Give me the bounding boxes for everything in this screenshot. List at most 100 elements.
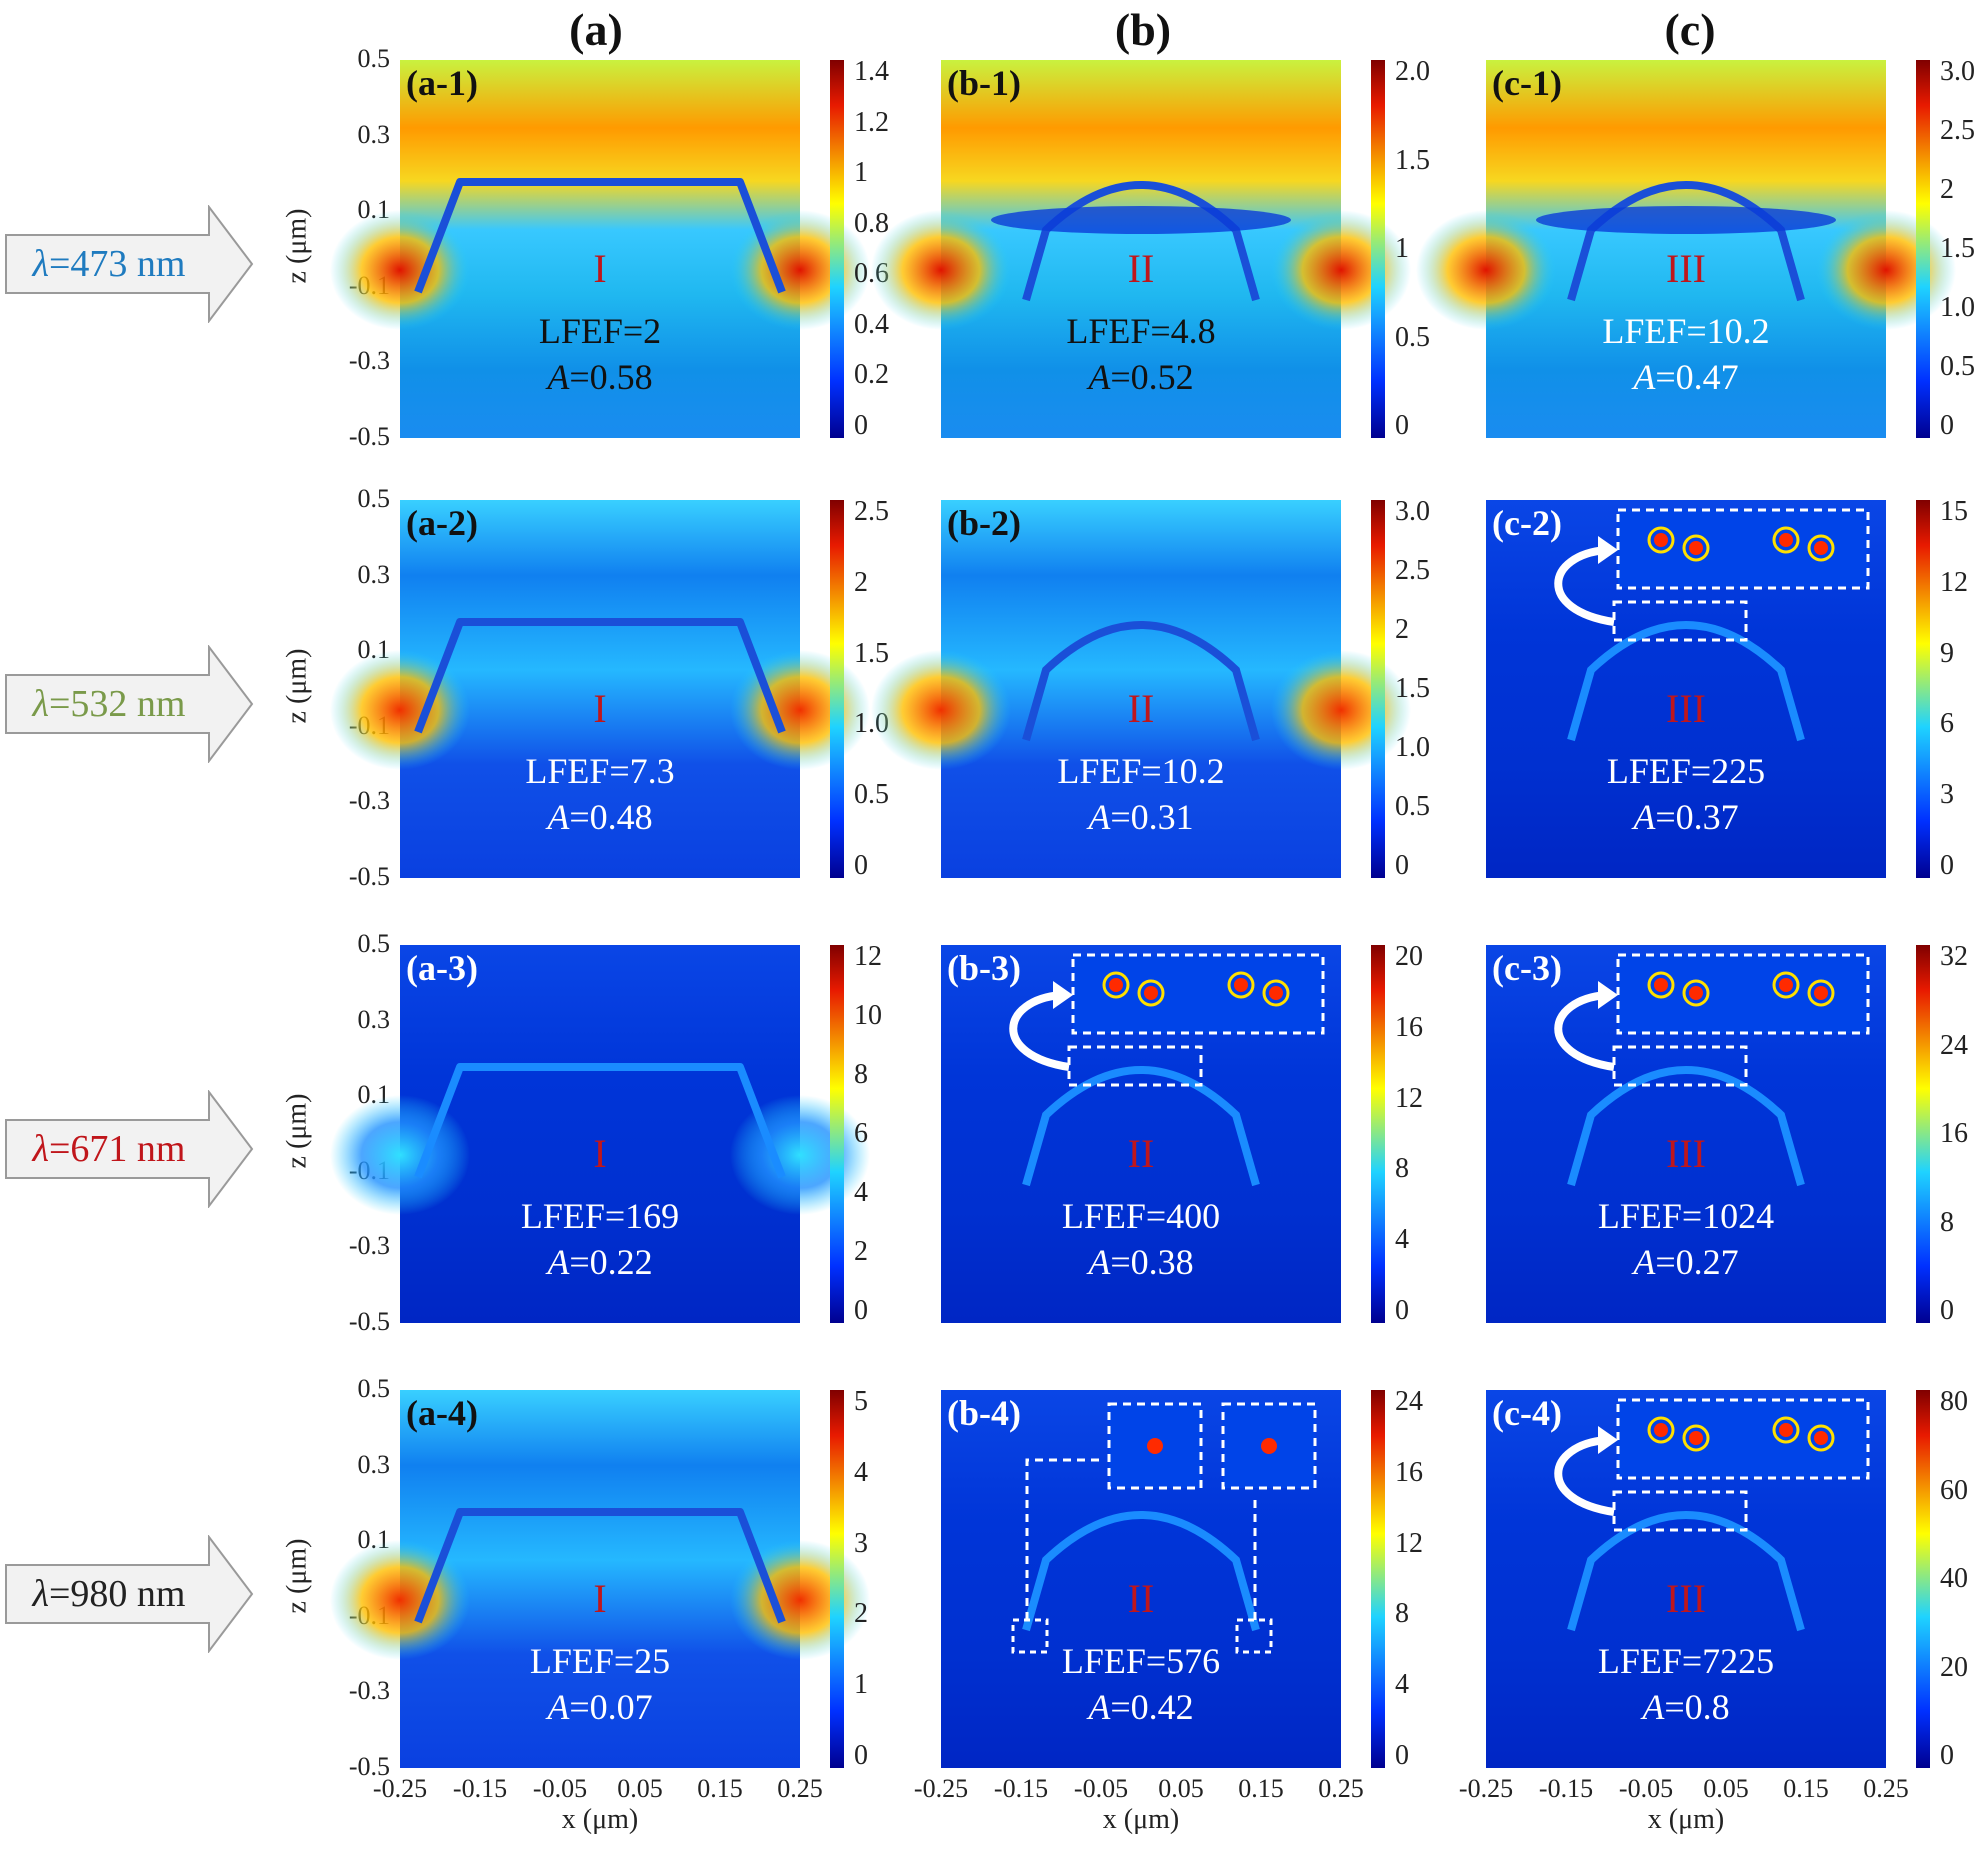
colorbar: [1371, 500, 1385, 878]
colorbar-tick: 1.2: [854, 106, 889, 138]
x-axis-label: x (μm): [1647, 1804, 1725, 1835]
colorbar-tick: 1.5: [1395, 673, 1430, 704]
absorption-number: =0.47: [1655, 357, 1739, 397]
absorption-value: A=0.27: [1536, 1241, 1836, 1283]
x-axis-label: x (μm): [1102, 1804, 1180, 1835]
colorbar-tick: 0: [1395, 850, 1409, 881]
y-axis-label: z (μm): [281, 1093, 313, 1169]
colorbar: [1371, 1390, 1385, 1768]
colorbar-tick: 60: [1940, 1474, 1968, 1506]
absorption-value: A=0.07: [450, 1686, 750, 1728]
colorbar-tick: 8: [1395, 1153, 1409, 1185]
colorbar-tick: 0.5: [1395, 791, 1430, 822]
colorbar-tick: 0: [1395, 410, 1409, 441]
colorbar-tick: 16: [1395, 1011, 1423, 1043]
region-label: I: [593, 246, 607, 291]
colorbar-tick: 8: [854, 1059, 868, 1090]
colorbar-tick: 1: [854, 157, 868, 189]
wavelength-label: λ=532 nm: [4, 645, 214, 763]
colorbar-tick: 4: [854, 1177, 868, 1208]
region-label: III: [1666, 246, 1706, 291]
colorbar: [830, 500, 844, 878]
region-label: I: [593, 686, 607, 731]
wavelength-label: λ=473 nm: [4, 205, 214, 323]
x-tick-label: 0.15: [697, 1774, 743, 1803]
field-map-panel-a-1: (a-1) I LFEF=2 A=0.58: [330, 60, 870, 438]
colorbar-tick: 2: [854, 566, 868, 598]
absorption-number: =0.22: [569, 1242, 653, 1282]
y-tick-label: 0.3: [357, 559, 391, 589]
colorbar-tick: 2: [854, 1236, 868, 1267]
colorbar-tick: 0: [1940, 850, 1954, 881]
colorbar-tick: 0: [1940, 1295, 1954, 1326]
absorption-symbol: A: [1088, 1687, 1111, 1727]
colorbar-tick: 10: [854, 1000, 882, 1031]
colorbar-tick: 3: [854, 1527, 868, 1559]
y-axis-label: z (μm): [281, 648, 313, 724]
lfef-value: LFEF=7225: [1597, 1641, 1775, 1681]
x-tick-label: -0.15: [1538, 1774, 1594, 1803]
y-tick-label: -0.3: [348, 1676, 390, 1706]
colorbar-tick: 9: [1940, 637, 1954, 669]
panel-label: (a-1): [406, 63, 478, 103]
x-tick-label: -0.25: [1458, 1774, 1514, 1803]
colorbar-tick: 1.5: [854, 637, 889, 669]
field-map-panel-a-3: (a-3) I LFEF=169 A=0.22: [330, 945, 870, 1323]
x-tick-label: -0.15: [993, 1774, 1049, 1803]
lfef-value: LFEF=10.2: [1602, 311, 1770, 351]
absorption-symbol: A: [1088, 1242, 1111, 1282]
colorbar-tick: 0: [1395, 1295, 1409, 1326]
absorption-symbol: A: [1642, 1687, 1665, 1727]
colorbar-tick: 1.0: [1940, 292, 1975, 323]
lfef-value: LFEF=25: [529, 1641, 671, 1681]
colorbar-tick: 40: [1940, 1563, 1968, 1594]
x-tick-label: 0.15: [1238, 1774, 1284, 1803]
absorption-value: A=0.38: [991, 1241, 1291, 1283]
colorbar-tick: 1: [854, 1669, 868, 1701]
absorption-value: A=0.52: [991, 356, 1291, 398]
colorbar-tick: 0: [1940, 1740, 1954, 1771]
colorbar-tick: 0: [854, 410, 868, 441]
field-map-panel-a-4: (a-4) I LFEF=25 A=0.07: [330, 1390, 870, 1768]
panel-label: (c-3): [1492, 948, 1562, 988]
absorption-number: =0.8: [1664, 1687, 1730, 1727]
field-map: [1486, 500, 1886, 878]
absorption-symbol: A: [1633, 797, 1656, 837]
absorption-number: =0.31: [1110, 797, 1194, 837]
panel-label: (b-2): [947, 503, 1021, 543]
field-map-panel-c-1: (c-1) III LFEF=10.2 A=0.47: [1416, 60, 1956, 438]
region-label: I: [593, 1131, 607, 1176]
region-label: II: [1127, 246, 1155, 291]
field-map: [1486, 945, 1886, 1323]
absorption-value: A=0.22: [450, 1241, 750, 1283]
absorption-number: =0.48: [569, 797, 653, 837]
absorption-symbol: A: [547, 1687, 570, 1727]
panel-label: (c-2): [1492, 503, 1562, 543]
colorbar-tick: 2: [854, 1598, 868, 1630]
absorption-number: =0.38: [1110, 1242, 1194, 1282]
colorbar-tick: 8: [1940, 1206, 1954, 1238]
panel-label: (b-3): [947, 948, 1021, 988]
y-tick-label: -0.5: [348, 422, 390, 451]
x-tick-label: -0.25: [372, 1774, 428, 1803]
colorbar: [1916, 500, 1930, 878]
field-map: [330, 500, 870, 878]
colorbar-tick: 0: [854, 1740, 868, 1771]
colorbar-tick: 32: [1940, 941, 1968, 972]
absorption-number: =0.52: [1110, 357, 1194, 397]
wavelength-value: =980 nm: [48, 1573, 186, 1615]
lfef-value: LFEF=400: [1061, 1196, 1221, 1236]
lfef-value: LFEF=576: [1061, 1641, 1221, 1681]
field-map: [330, 60, 870, 438]
y-tick-label: -0.5: [348, 862, 390, 891]
colorbar-tick: 1.5: [1395, 144, 1430, 176]
colorbar: [1371, 60, 1385, 438]
y-tick-label: 0.3: [357, 119, 391, 149]
colorbar-tick: 3.0: [1395, 496, 1430, 527]
field-map: [330, 1390, 870, 1768]
field-map: [330, 945, 870, 1323]
colorbar-tick: 2.0: [1395, 56, 1430, 87]
y-tick-label: 0.5: [357, 44, 391, 73]
x-axis-label: x (μm): [561, 1804, 639, 1835]
colorbar-tick: 12: [854, 941, 882, 972]
